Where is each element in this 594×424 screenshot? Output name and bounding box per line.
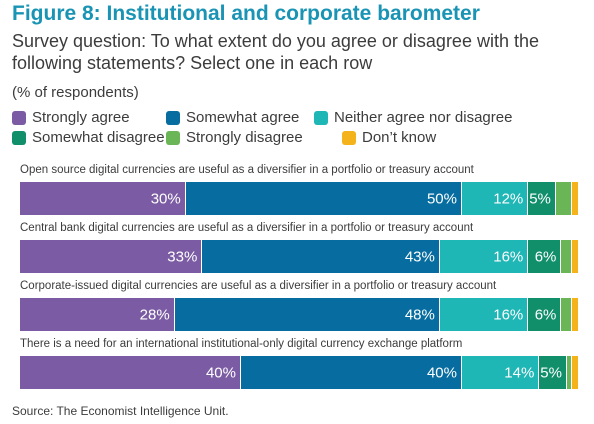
bar-segment-somewhat-agree: 50%: [185, 182, 462, 215]
data-label: 6%: [534, 306, 557, 323]
statement-label: There is a need for an international ins…: [20, 338, 463, 350]
stacked-bar: 40% 40% 14% 5%: [20, 356, 578, 389]
data-label: 50%: [426, 190, 457, 207]
legend-swatch: [342, 130, 356, 145]
chart-title: Figure 8: Institutional and corporate ba…: [12, 2, 480, 25]
legend-label: Somewhat disagree: [32, 129, 165, 146]
bar-segment-somewhat-disagree: 6%: [528, 298, 562, 331]
bar-segment-somewhat-agree: 40%: [240, 356, 462, 389]
bar-segment-don-t-know: [572, 356, 578, 389]
bar-segment-neither-agree-nor-disagree: 16%: [439, 240, 529, 273]
stacked-bar: 30% 50% 12% 5%: [20, 182, 578, 215]
data-label: 5%: [529, 190, 551, 207]
legend-item-don-t-know: Don’t know: [342, 129, 436, 146]
legend-label: Somewhat agree: [186, 109, 300, 126]
data-label: 12%: [493, 190, 524, 207]
stacked-bar: 33% 43% 16% 6%: [20, 240, 578, 273]
legend-swatch: [166, 110, 180, 125]
legend-item-strongly-disagree: Strongly disagree: [166, 129, 303, 146]
data-label: 14%: [504, 364, 535, 381]
bar-segment-neither-agree-nor-disagree: 14%: [461, 356, 540, 389]
bar-segment-strongly-disagree: [566, 356, 573, 389]
legend-label: Neither agree nor disagree: [334, 109, 513, 126]
data-label: 40%: [426, 364, 457, 381]
chart-subtitle: Survey question: To what extent do you a…: [12, 31, 539, 73]
bar-segment-don-t-know: [572, 298, 578, 331]
statement-label: Open source digital currencies are usefu…: [20, 164, 474, 176]
data-label: 43%: [404, 248, 435, 265]
bar-segment-somewhat-disagree: 6%: [528, 240, 562, 273]
data-label: 16%: [493, 306, 524, 323]
data-label: 16%: [493, 248, 524, 265]
legend-swatch: [12, 110, 26, 125]
source-note: Source: The Economist Intelligence Unit.: [12, 404, 229, 418]
legend-item-strongly-agree: Strongly agree: [12, 109, 130, 126]
legend-label: Strongly agree: [32, 109, 130, 126]
legend-swatch: [314, 110, 328, 125]
data-label: 30%: [150, 190, 181, 207]
chart-unit: (% of respondents): [12, 84, 139, 101]
bar-segment-strongly-agree: 30%: [20, 182, 186, 215]
legend-item-somewhat-disagree: Somewhat disagree: [12, 129, 165, 146]
data-label: 33%: [167, 248, 198, 265]
statement-label: Central bank digital currencies are usef…: [20, 222, 474, 234]
legend-item-neither-agree-nor-disagree: Neither agree nor disagree: [314, 109, 512, 126]
statement-label: Corporate-issued digital currencies are …: [20, 280, 497, 292]
bar-segment-somewhat-agree: 43%: [202, 240, 440, 273]
bar-segment-strongly-agree: 28%: [20, 298, 175, 331]
data-label: 48%: [404, 306, 435, 323]
bar-segment-somewhat-agree: 48%: [174, 298, 440, 331]
data-label: 5%: [540, 364, 562, 381]
bar-segment-strongly-agree: 33%: [20, 240, 203, 273]
bar-segment-don-t-know: [572, 240, 578, 273]
legend-label: Don’t know: [362, 129, 437, 146]
stacked-bar: 28% 48% 16% 6%: [20, 298, 578, 331]
bar-segment-strongly-disagree: [555, 182, 573, 215]
legend-label: Strongly disagree: [186, 129, 303, 146]
bar-segment-strongly-disagree: [561, 298, 573, 331]
data-label: 28%: [139, 306, 170, 323]
bar-segment-neither-agree-nor-disagree: 16%: [439, 298, 529, 331]
bar-segment-somewhat-disagree: 5%: [528, 182, 556, 215]
data-label: 6%: [534, 248, 557, 265]
legend-swatch: [166, 130, 180, 145]
legend-swatch: [12, 130, 26, 145]
bar-segment-strongly-disagree: [561, 240, 573, 273]
bar-segment-strongly-agree: 40%: [20, 356, 241, 389]
bar-segment-neither-agree-nor-disagree: 12%: [461, 182, 529, 215]
bar-segment-somewhat-disagree: 5%: [539, 356, 567, 389]
legend-item-somewhat-agree: Somewhat agree: [166, 109, 299, 126]
bar-segment-don-t-know: [572, 182, 578, 215]
data-label: 40%: [205, 364, 236, 381]
